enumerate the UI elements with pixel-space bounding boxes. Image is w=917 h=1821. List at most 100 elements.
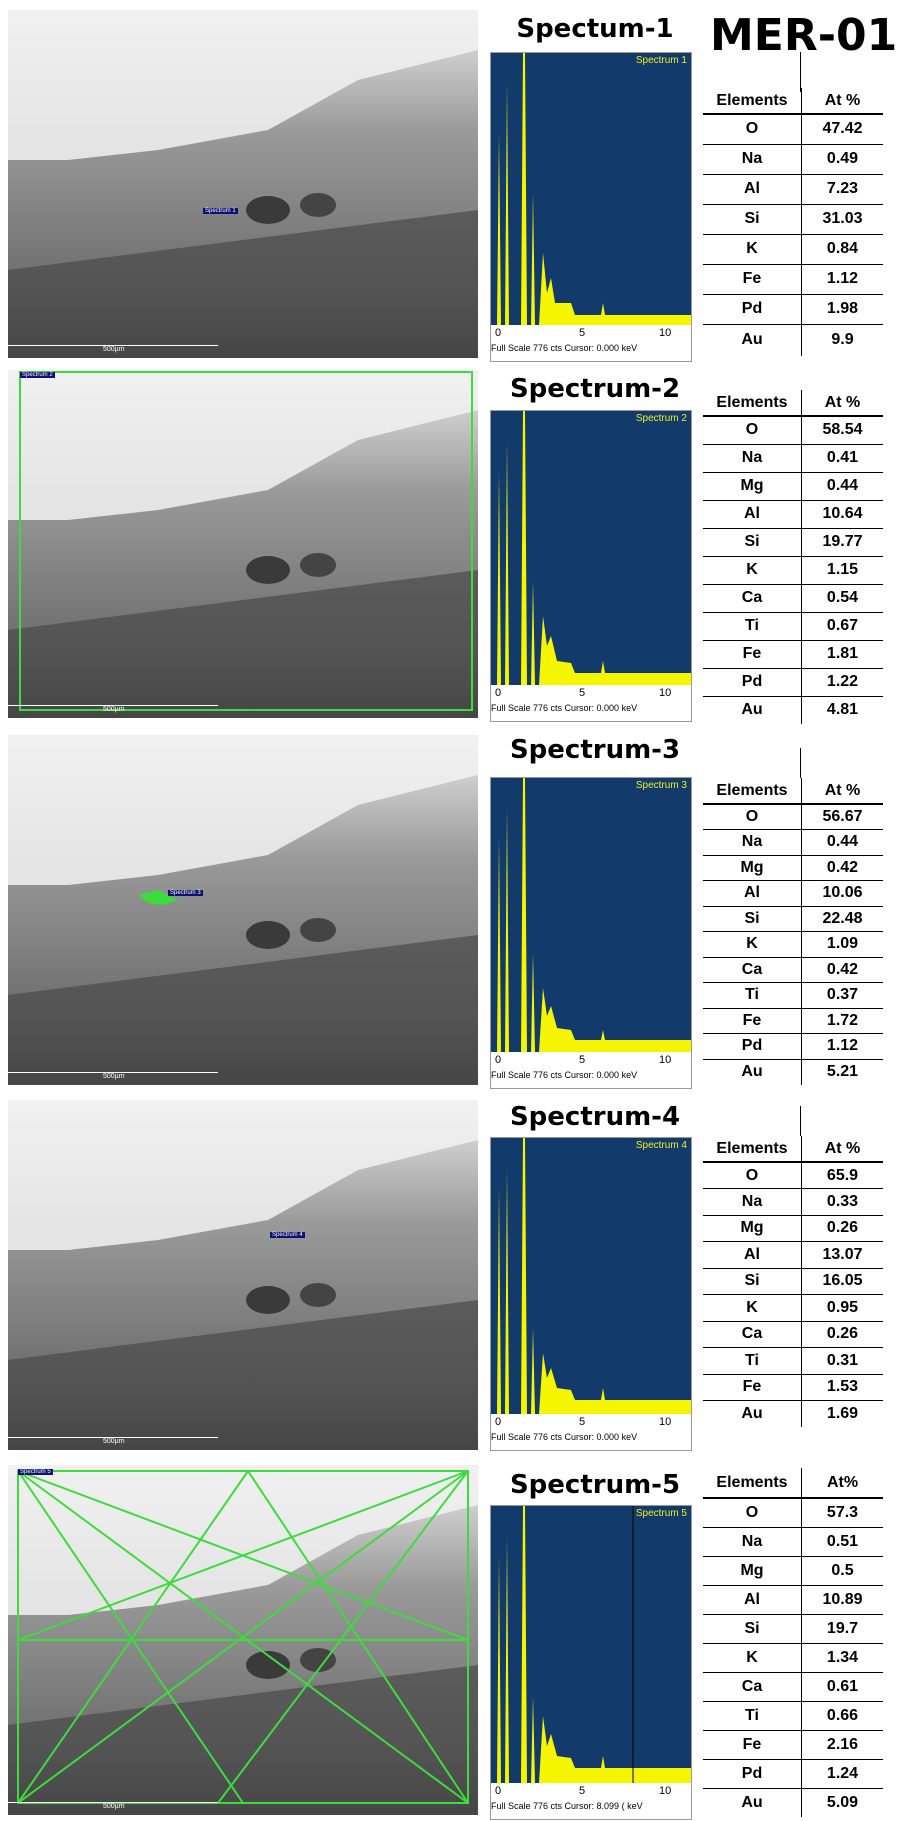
value-cell: 1.24 [801, 1759, 883, 1789]
spectrum-marker: Spectrum 4 [270, 1232, 305, 1238]
eds-spectrum-5: Spectrum 5 0 5 10 Full Scale 776 cts Cur… [490, 1505, 692, 1820]
element-cell: Pd [703, 668, 802, 697]
element-cell: O [703, 416, 802, 445]
footer-text: Full Scale 776 cts Cursor: 0.000 [491, 343, 620, 353]
spectrum-marker: Spectrum 2 [20, 372, 55, 378]
element-cell: Na [703, 829, 802, 856]
element-cell: Ti [703, 982, 802, 1009]
value-cell: 0.42 [801, 957, 883, 983]
spectrum-plot: Spectrum 3 [491, 778, 691, 1052]
spectrum-axis: 0 5 10 [491, 1785, 691, 1799]
value-cell: 19.7 [801, 1614, 883, 1644]
value-cell: 1.34 [801, 1643, 883, 1673]
value-cell: 1.72 [801, 1008, 883, 1034]
value-cell: 58.54 [801, 416, 883, 445]
scale-bar: 500µm [8, 705, 218, 718]
element-cell: O [703, 1498, 802, 1528]
spectrum-footer: Full Scale 776 cts Cursor: 0.000 keV [491, 343, 691, 353]
scale-label: 500µm [103, 1803, 125, 1810]
spectrum-marker: Spectrum 5 [18, 1469, 53, 1475]
value-cell: 1.15 [801, 556, 883, 585]
value-cell: 0.51 [801, 1527, 883, 1557]
value-cell: 0.66 [801, 1701, 883, 1731]
value-cell: 2.16 [801, 1730, 883, 1760]
tick-0: 0 [495, 687, 502, 699]
spectrum-plot: Spectrum 5 [491, 1506, 691, 1783]
element-cell: Si [703, 204, 802, 235]
element-cell: Ca [703, 1672, 802, 1702]
tick-0: 0 [495, 1054, 502, 1066]
value-cell: 1.09 [801, 931, 883, 958]
table-divider [800, 52, 801, 92]
spectrum-footer: Full Scale 776 cts Cursor: 0.000 keV [491, 1432, 691, 1442]
scale-label: 500µm [103, 706, 125, 713]
element-cell: Si [703, 1614, 802, 1644]
unit-label: keV [621, 1432, 638, 1442]
header-elements: Elements [703, 88, 802, 115]
element-cell: Al [703, 1585, 802, 1615]
value-cell: 19.77 [801, 528, 883, 557]
value-cell: 0.42 [801, 855, 883, 881]
value-cell: 65.9 [801, 1162, 883, 1189]
value-cell: 0.84 [801, 234, 883, 265]
sem-image-4: Spectrum 4 500µm [8, 1100, 478, 1450]
element-cell: Fe [703, 640, 802, 669]
composition-table-1: Elements At % O 47.42 Na 0.49 Al 7.23 Si 31.0… [703, 88, 883, 356]
value-cell: 0.44 [801, 472, 883, 501]
spectrum-footer: Full Scale 776 cts Cursor: 8.099 ( keV [491, 1801, 643, 1811]
spectrum-plot-label: Spectrum 3 [635, 780, 687, 791]
spectrum-title-1: Spectum-1 [516, 14, 674, 44]
header-atomic: At % [801, 88, 883, 115]
value-cell: 0.33 [801, 1188, 883, 1216]
table-divider [800, 748, 801, 778]
element-cell: K [703, 1294, 802, 1322]
element-cell: Ca [703, 1321, 802, 1348]
value-cell: 0.26 [801, 1321, 883, 1348]
element-cell: K [703, 556, 802, 585]
element-cell: Pd [703, 1759, 802, 1789]
tick-5: 5 [579, 1054, 586, 1066]
sem-image-5: Spectrum 5 500µm [8, 1465, 478, 1815]
value-cell: 0.54 [801, 584, 883, 613]
header-atomic: At % [801, 390, 883, 417]
value-cell: 0.44 [801, 829, 883, 856]
tick-5: 5 [579, 687, 586, 699]
value-cell: 10.06 [801, 880, 883, 907]
element-cell: Fe [703, 1730, 802, 1760]
value-cell: 1.69 [826, 1405, 859, 1422]
composition-table-4: Elements At % O 65.9 Na 0.33 Mg 0.26 Al 13.07… [703, 1136, 883, 1427]
sample-id: MER-01 [710, 10, 898, 61]
composition-table-2: Elements At % O 58.54 Na 0.41 Mg 0.44 Al 10.6… [703, 390, 883, 724]
spectrum-footer: Full Scale 776 cts Cursor: 0.000 keV [491, 1070, 691, 1080]
scale-bar: 500µm [8, 1802, 218, 1815]
element-cell: Au [703, 324, 802, 356]
value-cell: 1.12 [801, 1033, 883, 1060]
element-cell: K [703, 1643, 802, 1673]
element-cell: Au [703, 1788, 802, 1817]
element-cell: Au [703, 1059, 802, 1085]
value-cell: 1.12 [801, 264, 883, 295]
table-divider [800, 1106, 801, 1136]
element-cell: Al [703, 1241, 802, 1269]
value-cell: 0.5 [801, 1556, 883, 1586]
spectrum-plot: Spectrum 1 [491, 53, 691, 325]
spectrum-title-2: Spectrum-2 [509, 374, 681, 404]
element-cell: Ti [703, 1701, 802, 1731]
scale-bar: 500µm [8, 345, 218, 358]
value-cell: 22.48 [801, 906, 883, 932]
scale-bar: 500µm [8, 1072, 218, 1085]
scale-label: 500µm [103, 1073, 125, 1080]
element-cell: Au [703, 1400, 802, 1427]
element-cell: O [703, 804, 802, 830]
element-cell: Na [703, 444, 802, 473]
value-cell: 0.49 [801, 144, 883, 175]
element-cell: K [703, 234, 802, 265]
spectrum-title-3: Spectrum-3 [509, 735, 681, 765]
element-cell: Si [703, 1268, 802, 1295]
tick-0: 0 [495, 1416, 502, 1428]
spectrum-marker: Spectrum 1 [203, 208, 238, 214]
element-cell: Si [703, 528, 802, 557]
spectrum-axis: 0 5 10 [491, 327, 691, 341]
spectrum-plot: Spectrum 4 [491, 1138, 691, 1414]
tick-0: 0 [495, 1785, 502, 1797]
